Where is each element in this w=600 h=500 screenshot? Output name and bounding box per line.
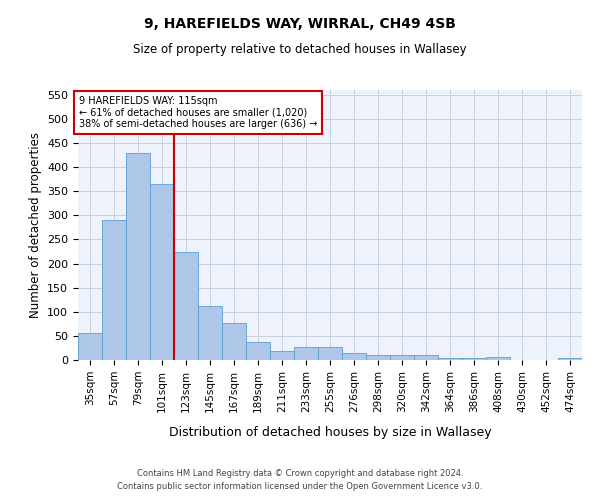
Bar: [366, 355, 390, 360]
Bar: [150, 184, 174, 360]
X-axis label: Distribution of detached houses by size in Wallasey: Distribution of detached houses by size …: [169, 426, 491, 438]
Bar: [390, 355, 414, 360]
Y-axis label: Number of detached properties: Number of detached properties: [29, 132, 41, 318]
Text: 9 HAREFIELDS WAY: 115sqm
← 61% of detached houses are smaller (1,020)
38% of sem: 9 HAREFIELDS WAY: 115sqm ← 61% of detach…: [79, 96, 317, 129]
Bar: [222, 323, 246, 360]
Bar: [174, 252, 198, 360]
Bar: [486, 357, 510, 360]
Bar: [246, 342, 270, 360]
Bar: [558, 358, 582, 360]
Bar: [342, 353, 366, 360]
Text: Contains public sector information licensed under the Open Government Licence v3: Contains public sector information licen…: [118, 482, 482, 491]
Bar: [102, 220, 126, 360]
Bar: [294, 347, 318, 360]
Bar: [126, 152, 150, 360]
Bar: [462, 358, 486, 360]
Bar: [318, 347, 342, 360]
Bar: [198, 306, 222, 360]
Bar: [270, 352, 294, 360]
Text: Contains HM Land Registry data © Crown copyright and database right 2024.: Contains HM Land Registry data © Crown c…: [137, 468, 463, 477]
Bar: [414, 355, 438, 360]
Bar: [78, 334, 102, 360]
Bar: [438, 358, 462, 360]
Text: 9, HAREFIELDS WAY, WIRRAL, CH49 4SB: 9, HAREFIELDS WAY, WIRRAL, CH49 4SB: [144, 18, 456, 32]
Text: Size of property relative to detached houses in Wallasey: Size of property relative to detached ho…: [133, 42, 467, 56]
